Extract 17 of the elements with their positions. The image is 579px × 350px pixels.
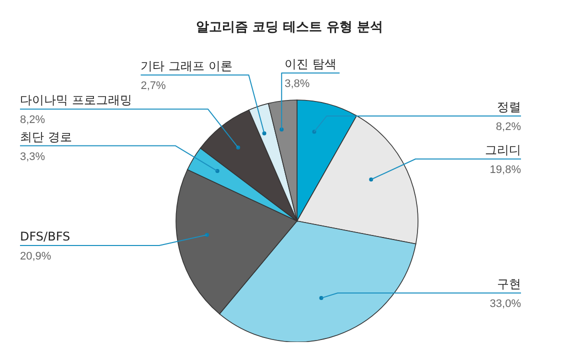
slice-label: 그리디 <box>485 143 521 158</box>
slice-label: DFS/BFS <box>20 229 70 244</box>
slice-label: 기타 그래프 이론 <box>140 59 232 73</box>
data-label: 3,3% <box>20 150 46 163</box>
data-label: 33,0% <box>490 298 522 310</box>
chart-title: 알고리즘 코딩 테스트 유형 분석 <box>194 19 384 36</box>
data-label: 8,2% <box>496 121 522 133</box>
slice-label: 다이나믹 프로그래밍 <box>20 93 132 108</box>
data-label: 19,8% <box>490 164 522 176</box>
slice-label: 구현 <box>497 277 521 291</box>
slice-label: 이진 탐색 <box>284 57 336 71</box>
data-label: 3,8% <box>284 78 310 90</box>
data-label: 2,7% <box>140 80 166 92</box>
slice-label: 정렬 <box>497 100 521 114</box>
data-label: 20,9% <box>20 250 52 262</box>
slice-label: 최단 경로 <box>20 130 72 144</box>
data-label: 8,2% <box>20 114 46 126</box>
